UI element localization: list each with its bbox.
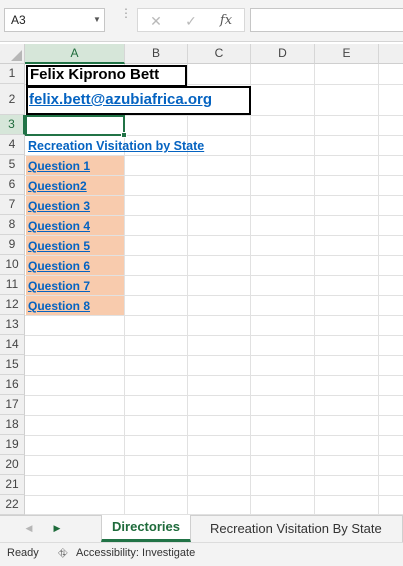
row-header-2[interactable]: 2 (0, 84, 25, 115)
row-header-11[interactable]: 11 (0, 275, 25, 295)
gridline (25, 315, 403, 316)
gridline (187, 64, 188, 514)
sheet-tab-bar (0, 515, 403, 542)
question-6-link[interactable]: Question 6 (28, 259, 91, 273)
row-header-16[interactable]: 16 (0, 375, 25, 395)
row-header-20[interactable]: 20 (0, 455, 25, 475)
question-7-link[interactable]: Question 7 (28, 279, 91, 293)
row-header-10[interactable]: 10 (0, 255, 25, 275)
formula-bar-grip-icon: ⋮ (120, 7, 132, 30)
question-1-link[interactable]: Question 1 (28, 159, 91, 173)
gridline (25, 475, 403, 476)
gridline (25, 295, 403, 296)
cancel-icon[interactable]: ✕ (150, 13, 162, 29)
row-header-6[interactable]: 6 (0, 175, 25, 195)
cell-a12[interactable] (26, 296, 124, 315)
question-4-link[interactable]: Question 4 (28, 219, 91, 233)
gridline (25, 395, 403, 396)
row-header-3[interactable]: 3 (0, 115, 25, 135)
question-5-link[interactable]: Question 5 (28, 239, 91, 253)
row-header-13[interactable]: 13 (0, 315, 25, 335)
chevron-down-icon[interactable]: ▼ (93, 15, 101, 24)
row-header-14[interactable]: 14 (0, 335, 25, 355)
gridline (25, 215, 403, 216)
status-bar (0, 542, 403, 566)
cell-a2[interactable] (26, 86, 251, 115)
row-header-18[interactable]: 18 (0, 415, 25, 435)
row-header-15[interactable]: 15 (0, 355, 25, 375)
cell-a10[interactable] (26, 256, 124, 275)
status-ready: Ready (7, 547, 39, 559)
cell-a7[interactable] (26, 196, 124, 215)
cell-a6[interactable] (26, 176, 124, 195)
row-header-5[interactable]: 5 (0, 155, 25, 175)
row-header-4[interactable]: 4 (0, 135, 25, 155)
formula-input[interactable] (250, 8, 403, 32)
accessibility-icon[interactable]: ⛗ (58, 546, 68, 560)
gridline (25, 495, 403, 496)
column-header-b[interactable]: B (125, 44, 188, 64)
tab-scroll-right-icon[interactable]: ▶ (53, 523, 61, 533)
gridline (378, 64, 379, 514)
fill-handle[interactable] (121, 132, 127, 138)
column-header-c[interactable]: C (188, 44, 251, 64)
gridline (25, 135, 403, 136)
gridline (25, 255, 403, 256)
insert-function-icon[interactable]: fx (219, 13, 233, 28)
column-header-d[interactable]: D (251, 44, 315, 64)
row-header-19[interactable]: 19 (0, 435, 25, 455)
row-header-1[interactable]: 1 (0, 64, 25, 84)
recreation-visitation-link[interactable]: Recreation Visitation by State (28, 139, 205, 153)
row-header-7[interactable]: 7 (0, 195, 25, 215)
row-header-22[interactable]: 22 (0, 495, 25, 515)
gridline (25, 84, 403, 85)
gridline (124, 64, 125, 514)
cell-a8[interactable] (26, 216, 124, 235)
gridline (25, 435, 403, 436)
active-cell-a3[interactable] (25, 115, 125, 136)
gridline (25, 275, 403, 276)
question-2-link[interactable]: Question2 (28, 179, 87, 193)
name-box[interactable]: A3 (4, 8, 105, 32)
cell-a9[interactable] (26, 236, 124, 255)
formula-bar-buttons: ✕ ✓ fx (137, 8, 245, 32)
row-header-8[interactable]: 8 (0, 215, 25, 235)
accessibility-status[interactable]: Accessibility: Investigate (76, 547, 196, 559)
email-link[interactable]: felix.bett@azubiafrica.org (29, 91, 212, 108)
row-header-17[interactable]: 17 (0, 395, 25, 415)
cell-a11[interactable] (26, 276, 124, 295)
column-header-a[interactable]: A (25, 44, 125, 64)
gridline (25, 195, 403, 196)
question-8-link[interactable]: Question 8 (28, 299, 91, 313)
question-3-link[interactable]: Question 3 (28, 199, 91, 213)
tab-scroll-left-icon[interactable]: ◀ (25, 523, 33, 533)
gridline (314, 64, 315, 514)
column-header-e[interactable]: E (315, 44, 379, 64)
column-header-f[interactable] (379, 44, 403, 64)
gridline (25, 415, 403, 416)
gridline (25, 155, 403, 156)
gridline (25, 335, 403, 336)
gridline (25, 455, 403, 456)
tab-recreation-visitation-by-state[interactable]: Recreation Visitation By State (192, 515, 403, 542)
gridline (25, 235, 403, 236)
row-header-12[interactable]: 12 (0, 295, 25, 315)
gridline (25, 375, 403, 376)
gridline (250, 64, 251, 514)
tab-directories[interactable]: Directories (101, 515, 191, 542)
cell-a1-text: Felix Kiprono Bett (30, 66, 160, 83)
select-all-triangle-icon (11, 50, 22, 61)
gridline (25, 355, 403, 356)
gridline (25, 514, 403, 515)
gridline (25, 115, 403, 116)
cell-a5[interactable] (26, 156, 124, 175)
gridline (25, 175, 403, 176)
row-header-9[interactable]: 9 (0, 235, 25, 255)
enter-icon[interactable]: ✓ (185, 13, 197, 29)
row-header-21[interactable]: 21 (0, 475, 25, 495)
